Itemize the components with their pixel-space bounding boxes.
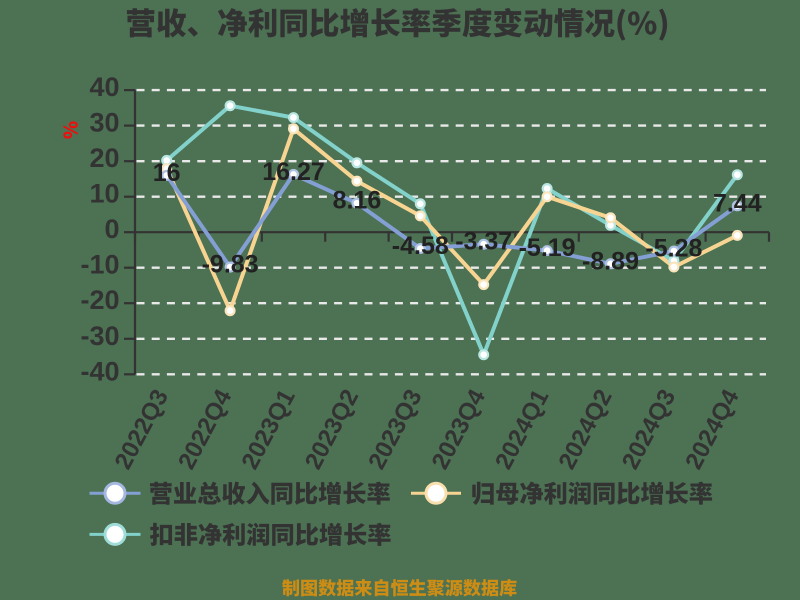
svg-text:30: 30 xyxy=(89,108,119,138)
svg-text:-9.83: -9.83 xyxy=(202,251,259,279)
svg-text:-20: -20 xyxy=(80,285,119,315)
svg-text:10: 10 xyxy=(89,179,119,209)
svg-text:-40: -40 xyxy=(80,356,119,386)
svg-text:0: 0 xyxy=(104,214,119,244)
svg-text:16: 16 xyxy=(153,159,181,187)
svg-text:-5.28: -5.28 xyxy=(645,235,702,263)
svg-text:-4.58: -4.58 xyxy=(392,232,449,260)
svg-text:-10: -10 xyxy=(80,250,119,280)
svg-text:16.27: 16.27 xyxy=(262,158,325,186)
svg-text:7.44: 7.44 xyxy=(713,189,762,217)
svg-text:-8.89: -8.89 xyxy=(582,247,639,275)
svg-text:-5.19: -5.19 xyxy=(519,234,576,262)
svg-text:-3.37: -3.37 xyxy=(455,228,512,256)
svg-text:-30: -30 xyxy=(80,321,119,351)
svg-text:40: 40 xyxy=(89,72,119,102)
svg-text:20: 20 xyxy=(89,143,119,173)
svg-text:8.16: 8.16 xyxy=(333,187,382,215)
